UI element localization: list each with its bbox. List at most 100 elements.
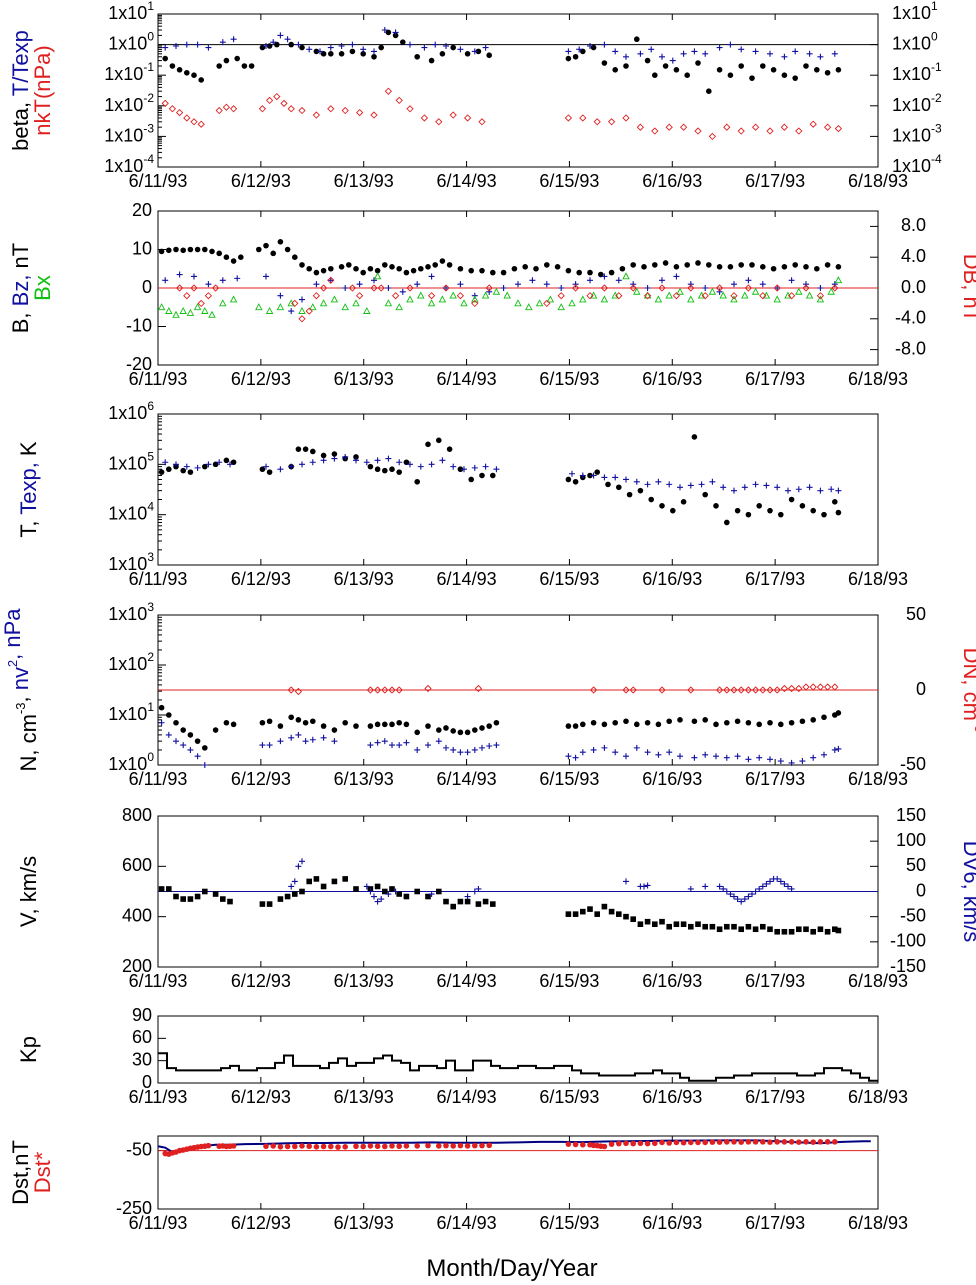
data-point (571, 284, 580, 292)
data-point (688, 923, 694, 930)
y-tick-label: 1x106 (108, 399, 154, 423)
data-point (788, 719, 795, 726)
data-point (172, 310, 180, 318)
data-point (580, 721, 586, 728)
data-point (292, 891, 298, 897)
data-point (834, 124, 843, 133)
data-point (389, 742, 395, 749)
data-point (299, 1143, 305, 1149)
data-point (270, 39, 277, 46)
y-tick-label-right: 1x100 (892, 30, 938, 54)
data-point (835, 264, 842, 270)
plot-frame (157, 1015, 879, 1084)
data-point (310, 448, 316, 455)
data-point (654, 295, 663, 303)
data-point (355, 108, 364, 117)
data-point (781, 880, 788, 887)
data-point (299, 461, 305, 468)
data-point (273, 92, 281, 101)
data-point (414, 888, 420, 895)
data-point (320, 883, 327, 890)
data-point (493, 742, 500, 749)
data-point (816, 295, 825, 303)
data-point (716, 1139, 723, 1145)
data-point (687, 482, 694, 489)
data-point (835, 487, 842, 494)
data-point (587, 269, 593, 276)
data-point (313, 48, 320, 55)
data-point (295, 717, 302, 723)
data-point (724, 1139, 730, 1145)
data-point (327, 276, 335, 284)
data-point (180, 467, 186, 474)
data-point (759, 281, 766, 288)
data-point (363, 306, 371, 314)
data-point (400, 39, 406, 45)
data-point (731, 923, 737, 930)
data-point (291, 878, 298, 885)
data-point (439, 258, 446, 264)
data-point (676, 287, 684, 295)
x-tick-label: 6/12/93 (231, 1213, 291, 1233)
data-point (193, 303, 202, 311)
data-point (403, 893, 410, 900)
data-point (788, 928, 795, 935)
data-point (759, 686, 767, 694)
data-point (180, 896, 186, 902)
data-point (299, 262, 305, 268)
y-axis-label-right: DV6, km/s (959, 841, 976, 942)
plot-frame (157, 413, 879, 566)
data-point (644, 719, 651, 726)
data-point (450, 903, 456, 910)
data-point (464, 898, 471, 905)
data-point (623, 1140, 629, 1147)
data-point (687, 295, 695, 303)
data-point (374, 457, 381, 464)
data-point (572, 723, 579, 729)
data-point (374, 267, 381, 274)
data-point (636, 123, 645, 131)
data-point (702, 491, 708, 498)
data-point (590, 746, 597, 753)
data-point (298, 306, 306, 314)
data-point (737, 686, 745, 694)
data-point (612, 719, 618, 726)
data-point (395, 303, 403, 311)
data-point (382, 1143, 388, 1150)
data-point (479, 725, 485, 731)
panel-n: 6/11/93 6/12/93 6/13/93 6/14/93 6/15/93 6/16/… (0, 600, 976, 789)
data-point (655, 721, 662, 728)
data-point (600, 284, 609, 292)
data-point (284, 1143, 291, 1150)
data-point (630, 1140, 636, 1147)
x-tick-label: 6/17/93 (745, 569, 805, 589)
data-point (385, 455, 392, 462)
data-point (263, 43, 269, 50)
data-point (457, 281, 464, 288)
data-point (727, 72, 734, 78)
data-point (817, 1139, 824, 1145)
data-point (773, 686, 781, 694)
data-point (834, 276, 843, 284)
data-point (288, 734, 295, 741)
x-tick-label: 6/11/93 (129, 971, 188, 991)
data-point (277, 292, 284, 299)
y-axis-label: N, cm-3, nv2, nPa (0, 608, 41, 772)
y-axis-label: Dst,nT (8, 1140, 33, 1205)
data-point (215, 106, 223, 115)
data-point (186, 308, 195, 316)
data-point (331, 878, 338, 885)
data-point (601, 721, 608, 728)
data-point (760, 63, 766, 69)
data-point (737, 127, 745, 135)
data-point (744, 686, 753, 694)
y-tick-label: 1x102 (108, 650, 154, 674)
data-point (313, 281, 320, 288)
data-point (370, 284, 378, 292)
data-point (677, 484, 683, 491)
plot-frame (157, 13, 879, 168)
data-point (835, 509, 842, 516)
y-axis-label: B, Bz, nT (8, 243, 33, 334)
data-point (410, 267, 417, 274)
